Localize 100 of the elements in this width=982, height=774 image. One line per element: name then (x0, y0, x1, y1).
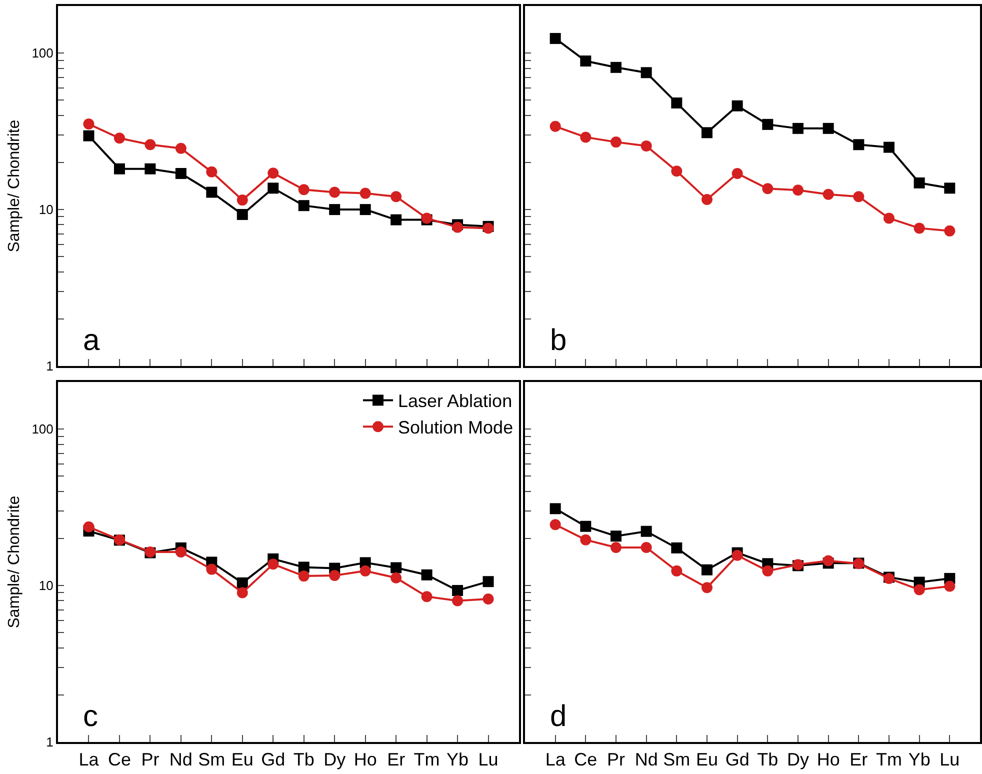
point (144, 139, 156, 150)
point (390, 214, 402, 226)
point (762, 565, 774, 576)
x-tick-label: Lu (940, 750, 960, 770)
x-tick-label: Pr (141, 750, 160, 770)
point (298, 200, 310, 212)
point (853, 191, 864, 202)
point (792, 184, 804, 196)
point (550, 503, 561, 514)
x-tick-label: Lu (478, 750, 498, 770)
x-tick-label: Nd (634, 750, 658, 770)
point (360, 204, 371, 216)
point (580, 520, 592, 532)
point (732, 168, 743, 179)
x-tick-label: Sm (663, 750, 690, 770)
point (822, 122, 834, 134)
legend-label: Solution Mode (398, 418, 514, 438)
point (268, 168, 279, 179)
point (640, 542, 652, 554)
point (83, 521, 94, 532)
point (914, 177, 925, 188)
y-tick-label: 10 (38, 578, 54, 594)
point (206, 186, 218, 198)
point (580, 534, 592, 546)
x-tick-label: Yb (908, 750, 930, 770)
x-tick-label: La (545, 750, 566, 770)
point (550, 519, 561, 530)
point (175, 168, 186, 179)
point (671, 97, 682, 108)
y-axis-title: Sample/ Chondrite (6, 120, 24, 252)
x-tick-label: Dy (787, 750, 809, 770)
point (329, 204, 340, 216)
point (671, 542, 682, 554)
x-tick-label: Ho (816, 750, 840, 770)
point (671, 565, 682, 576)
point (360, 188, 371, 199)
point (452, 584, 464, 596)
point (640, 526, 652, 537)
x-tick-label: Tb (293, 750, 314, 770)
x-tick-label: Yb (446, 750, 469, 770)
point (482, 576, 494, 588)
point (944, 225, 956, 236)
point (792, 122, 804, 134)
point (702, 582, 712, 594)
x-tick-label: Gd (725, 750, 750, 770)
point (114, 163, 125, 174)
annotation: a (83, 324, 100, 357)
point (762, 183, 774, 194)
annotation: d (550, 700, 567, 733)
point (853, 139, 864, 150)
point (822, 188, 834, 200)
point (236, 577, 248, 588)
x-tick-label: Sm (198, 750, 226, 770)
point (390, 191, 402, 202)
point (610, 530, 622, 542)
y-tick-label: 1 (46, 734, 54, 750)
point (390, 562, 402, 574)
x-tick-label: Nd (169, 750, 192, 770)
point (550, 32, 561, 44)
point (206, 166, 218, 178)
point (236, 587, 248, 598)
x-tick-label: Eu (231, 750, 254, 770)
y-tick-label: 100 (32, 422, 54, 437)
point (329, 186, 340, 198)
point (452, 222, 464, 233)
point (702, 564, 712, 576)
point (580, 132, 592, 143)
point (390, 572, 402, 584)
point (640, 140, 652, 152)
point (298, 562, 310, 573)
point (822, 555, 834, 566)
x-tick-label: Eu (696, 750, 718, 770)
x-tick-label: Gd (261, 750, 286, 770)
point (83, 130, 94, 142)
x-tick-label: Ho (354, 750, 377, 770)
point (298, 570, 310, 582)
point (144, 163, 156, 174)
point (702, 194, 712, 205)
point (732, 550, 743, 561)
x-tick-label: Dy (324, 750, 346, 770)
point (914, 584, 925, 596)
x-tick-label: Er (387, 750, 406, 770)
point (421, 591, 432, 602)
point (83, 118, 94, 130)
point (944, 182, 956, 194)
point (550, 120, 561, 132)
point (298, 184, 310, 196)
legend-label: Laser Ablation (398, 391, 512, 412)
point (580, 56, 592, 67)
point (114, 132, 125, 144)
point (732, 100, 743, 112)
point (640, 67, 652, 78)
y-axis-title: Sample/ Chondrite (6, 496, 24, 628)
point (452, 595, 464, 606)
point (610, 136, 622, 148)
point (884, 142, 894, 153)
x-tick-label: Ce (108, 750, 131, 770)
point (236, 208, 248, 220)
point (421, 569, 432, 580)
point (268, 182, 279, 194)
